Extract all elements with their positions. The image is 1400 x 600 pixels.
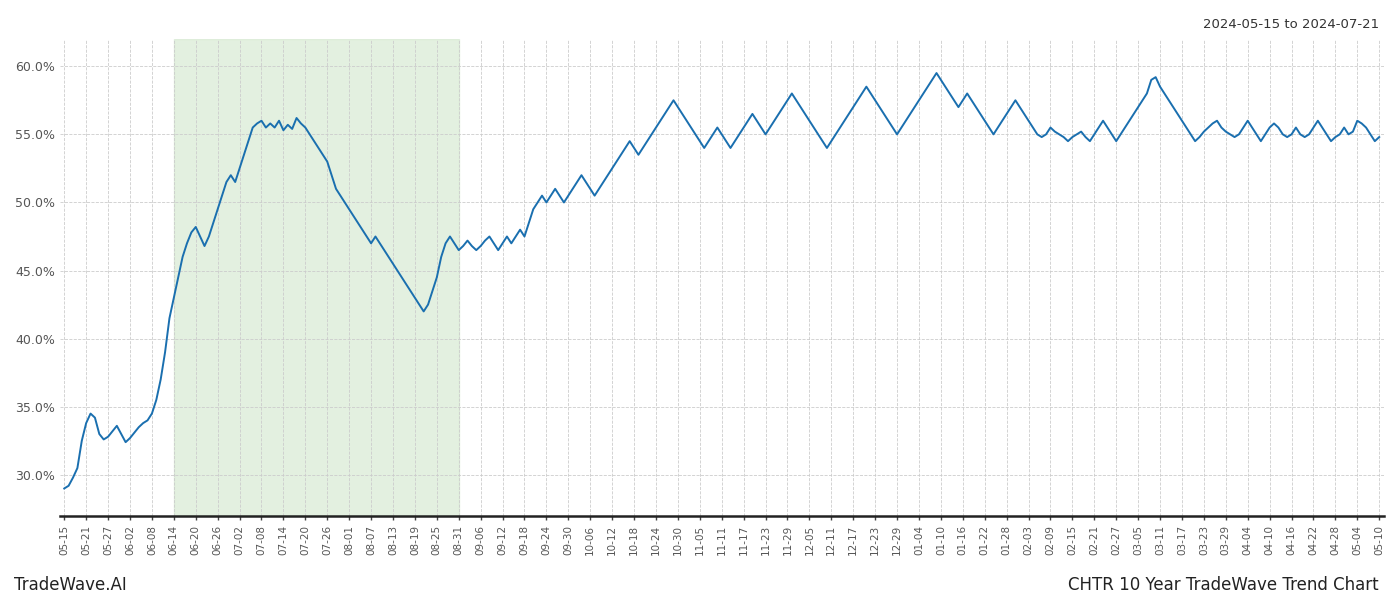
Text: TradeWave.AI: TradeWave.AI <box>14 576 127 594</box>
Bar <box>174 39 459 516</box>
Text: 2024-05-15 to 2024-07-21: 2024-05-15 to 2024-07-21 <box>1203 18 1379 31</box>
Text: CHTR 10 Year TradeWave Trend Chart: CHTR 10 Year TradeWave Trend Chart <box>1068 576 1379 594</box>
